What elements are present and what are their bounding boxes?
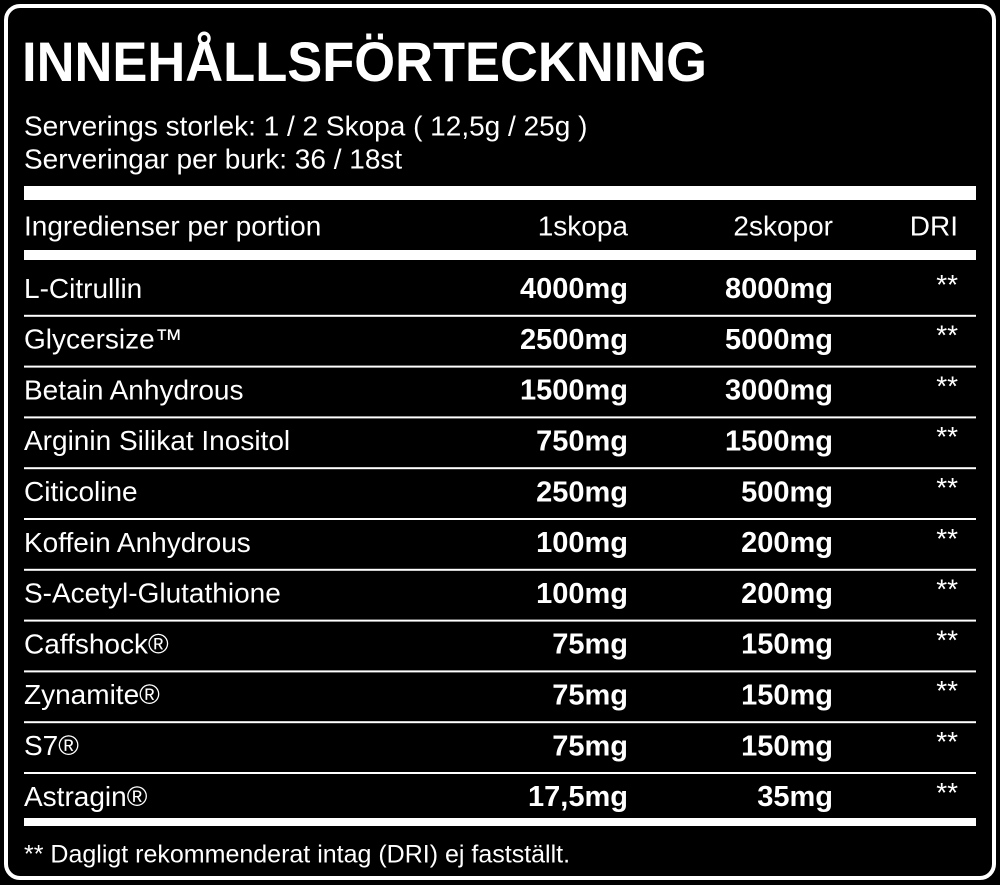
ingredient-name: L-Citrullin: [24, 273, 142, 304]
dri-value: **: [936, 523, 958, 554]
row-divider: [24, 670, 976, 673]
amount: 500mg: [741, 476, 833, 508]
amount: 35mg: [757, 781, 833, 813]
amount: 75mg: [552, 679, 628, 711]
ingredient-name: Astragin®: [24, 781, 148, 812]
dri-value: **: [936, 320, 958, 351]
divider-thick: [24, 818, 976, 826]
ingredient-name: Arginin Silikat Inositol: [24, 425, 290, 456]
dri-value: **: [936, 269, 958, 300]
amount: 2500mg: [520, 324, 628, 356]
amount: 75mg: [552, 730, 628, 762]
row-divider: [24, 365, 976, 368]
ingredient-name: Koffein Anhydrous: [24, 527, 251, 558]
serving-size: Serverings storlek: 1 / 2 Skopa ( 12,5g …: [24, 110, 587, 141]
amount: 750mg: [536, 425, 628, 457]
amount: 150mg: [741, 730, 833, 762]
dri-value: **: [936, 472, 958, 503]
ingredient-name: S7®: [24, 730, 79, 761]
divider-thick: [24, 250, 976, 260]
row-divider: [24, 314, 976, 317]
column-header: 1skopa: [538, 210, 629, 241]
amount: 4000mg: [520, 273, 628, 305]
row-divider: [24, 467, 976, 470]
amount: 200mg: [741, 527, 833, 559]
footnote: ** Dagligt rekommenderat intag (DRI) ej …: [24, 841, 570, 869]
amount: 150mg: [741, 629, 833, 661]
ingredient-name: Glycersize™: [24, 324, 183, 355]
amount: 200mg: [741, 578, 833, 610]
ingredient-name: Citicoline: [24, 476, 138, 507]
servings-per-container: Serveringar per burk: 36 / 18st: [24, 143, 402, 174]
amount: 3000mg: [725, 375, 833, 407]
border: [4, 4, 996, 880]
row-divider: [24, 416, 976, 419]
amount: 1500mg: [725, 425, 833, 457]
row-divider: [24, 568, 976, 571]
dri-value: **: [936, 675, 958, 706]
row-divider: [24, 619, 976, 622]
amount: 1500mg: [520, 375, 628, 407]
amount: 75mg: [552, 629, 628, 661]
ingredient-name: Betain Anhydrous: [24, 374, 244, 405]
dri-value: **: [936, 370, 958, 401]
dri-value: **: [936, 726, 958, 757]
column-header: 2skopor: [733, 210, 833, 241]
divider-thick: [24, 186, 976, 200]
row-divider: [24, 772, 976, 774]
column-header: Ingredienser per portion: [24, 210, 321, 241]
amount: 100mg: [536, 578, 628, 610]
ingredient-name: Zynamite®: [24, 679, 160, 710]
dri-value: **: [936, 777, 958, 808]
dri-value: **: [936, 421, 958, 452]
amount: 5000mg: [725, 324, 833, 356]
ingredient-name: Caffshock®: [24, 628, 169, 659]
amount: 150mg: [741, 679, 833, 711]
dri-value: **: [936, 624, 958, 655]
column-header: DRI: [910, 210, 958, 241]
ingredient-name: S-Acetyl-Glutathione: [24, 578, 281, 609]
amount: 250mg: [536, 476, 628, 508]
amount: 8000mg: [725, 273, 833, 305]
amount: 17,5mg: [528, 781, 628, 813]
row-divider: [24, 518, 976, 520]
row-divider: [24, 721, 976, 724]
amount: 100mg: [536, 527, 628, 559]
dri-value: **: [936, 574, 958, 605]
title: INNEHÅLLSFÖRTECKNING: [22, 30, 707, 93]
